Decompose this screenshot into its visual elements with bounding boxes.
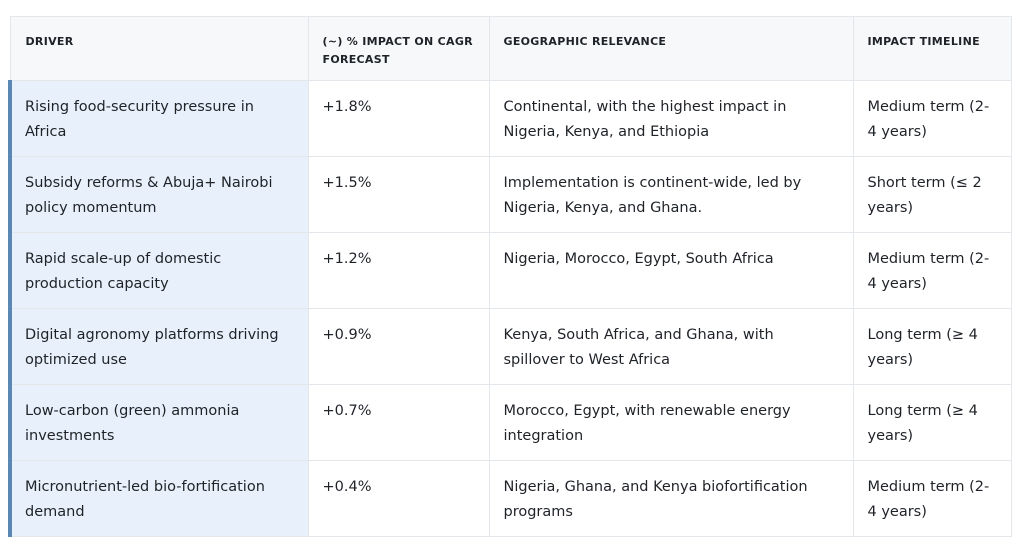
- timeline-cell: Short term (≤ 2 years): [853, 156, 1012, 233]
- geography-cell: Kenya, South Africa, and Ghana, with spi…: [489, 308, 854, 385]
- geography-cell: Continental, with the highest impact in …: [489, 80, 854, 157]
- driver-cell: Digital agronomy platforms driving optim…: [8, 308, 309, 385]
- column-header-impact: (~) % IMPACT ON CAGR FORECAST: [308, 16, 490, 81]
- driver-cell: Rapid scale-up of domestic production ca…: [8, 232, 309, 309]
- timeline-cell: Medium term (2-4 years): [853, 232, 1012, 309]
- impact-cell: +1.5%: [308, 156, 490, 233]
- driver-cell: Micronutrient-led bio-fortification dema…: [8, 460, 309, 537]
- timeline-cell: Long term (≥ 4 years): [853, 308, 1012, 385]
- driver-cell: Low-carbon (green) ammonia investments: [8, 384, 309, 461]
- table-row: Rapid scale-up of domestic production ca…: [8, 232, 1012, 309]
- table-row: Digital agronomy platforms driving optim…: [8, 308, 1012, 385]
- table-row: Rising food-security pressure in Africa …: [8, 80, 1012, 157]
- header-row: DRIVER (~) % IMPACT ON CAGR FORECAST GEO…: [9, 16, 1012, 81]
- impact-cell: +0.9%: [308, 308, 490, 385]
- impact-cell: +1.8%: [308, 80, 490, 157]
- drivers-table-container: DRIVER (~) % IMPACT ON CAGR FORECAST GEO…: [8, 16, 1012, 537]
- impact-cell: +1.2%: [308, 232, 490, 309]
- table-row: Micronutrient-led bio-fortification dema…: [8, 460, 1012, 537]
- table-row: Subsidy reforms & Abuja+ Nairobi policy …: [8, 156, 1012, 233]
- table-row: Low-carbon (green) ammonia investments +…: [8, 384, 1012, 461]
- timeline-cell: Medium term (2-4 years): [853, 80, 1012, 157]
- drivers-table: DRIVER (~) % IMPACT ON CAGR FORECAST GEO…: [8, 16, 1012, 537]
- table-body: Rising food-security pressure in Africa …: [8, 80, 1012, 537]
- geography-cell: Morocco, Egypt, with renewable energy in…: [489, 384, 854, 461]
- impact-cell: +0.4%: [308, 460, 490, 537]
- column-header-timeline: IMPACT TIMELINE: [853, 16, 1012, 81]
- driver-cell: Rising food-security pressure in Africa: [8, 80, 309, 157]
- column-header-driver: DRIVER: [9, 16, 309, 81]
- column-header-geography: GEOGRAPHIC RELEVANCE: [489, 16, 854, 81]
- table-header: DRIVER (~) % IMPACT ON CAGR FORECAST GEO…: [9, 16, 1012, 81]
- impact-cell: +0.7%: [308, 384, 490, 461]
- geography-cell: Implementation is continent-wide, led by…: [489, 156, 854, 233]
- timeline-cell: Medium term (2-4 years): [853, 460, 1012, 537]
- geography-cell: Nigeria, Morocco, Egypt, South Africa: [489, 232, 854, 309]
- geography-cell: Nigeria, Ghana, and Kenya biofortificati…: [489, 460, 854, 537]
- timeline-cell: Long term (≥ 4 years): [853, 384, 1012, 461]
- driver-cell: Subsidy reforms & Abuja+ Nairobi policy …: [8, 156, 309, 233]
